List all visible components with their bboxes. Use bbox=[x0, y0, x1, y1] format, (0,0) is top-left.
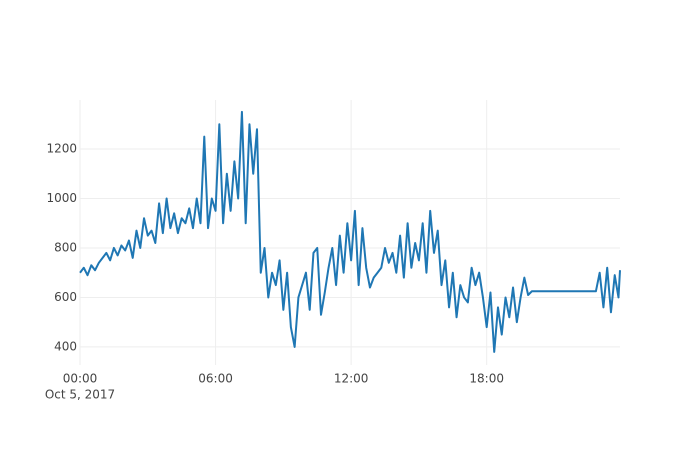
x-tick-label: 18:00 bbox=[469, 372, 504, 386]
y-tick-label: 600 bbox=[54, 290, 77, 304]
x-tick-label: 06:00 bbox=[198, 372, 233, 386]
x-date-label: Oct 5, 2017 bbox=[45, 388, 115, 402]
x-tick-label: 12:00 bbox=[334, 372, 369, 386]
y-tick-label: 1200 bbox=[46, 141, 77, 155]
y-tick-label: 1000 bbox=[46, 191, 77, 205]
y-tick-label: 400 bbox=[54, 339, 77, 353]
y-tick-label: 800 bbox=[54, 240, 77, 254]
series-line bbox=[79, 110, 621, 353]
x-tick-label: 00:00 bbox=[63, 372, 98, 386]
